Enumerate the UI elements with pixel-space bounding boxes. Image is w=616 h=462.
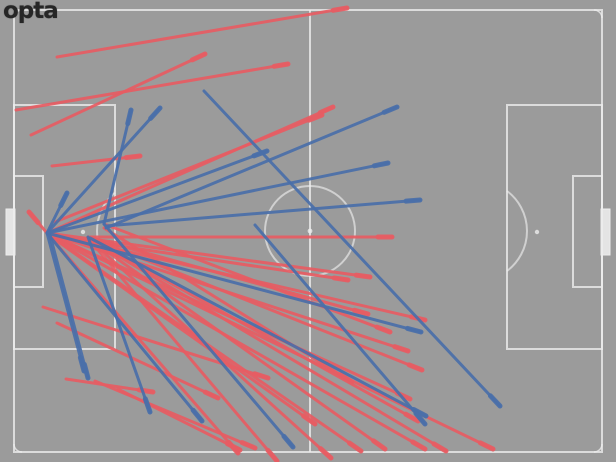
corner-arc-3 <box>593 443 603 453</box>
red-pass-line <box>102 222 393 335</box>
center-circle <box>264 185 356 277</box>
red-pass-line <box>45 231 428 452</box>
red-pass-line <box>45 104 336 235</box>
blue-pass-line <box>88 236 429 419</box>
corner-arc-0 <box>13 9 23 19</box>
blue-pass-line <box>45 231 205 424</box>
left-penalty-spot <box>80 229 86 235</box>
red-pass-line <box>55 5 350 59</box>
corner-arc-2 <box>13 443 23 453</box>
blue-pass-line <box>202 89 503 409</box>
blue-pass-line <box>45 190 70 235</box>
red-pass-line <box>14 61 291 112</box>
red-pass-line <box>29 51 208 137</box>
blue-pass-line <box>253 223 428 427</box>
opta-logo: opta <box>3 0 59 24</box>
right-penalty-spot <box>534 229 540 235</box>
blue-pass-line <box>86 235 153 415</box>
blue-pass-line <box>102 222 296 450</box>
blue-pass-line <box>104 197 423 228</box>
red-pass-line <box>53 112 325 224</box>
blue-pass-line <box>45 148 270 235</box>
corner-arc-1 <box>593 9 603 19</box>
red-pass-line <box>41 305 271 381</box>
center-spot <box>307 228 313 234</box>
blue-pass-line <box>104 104 400 230</box>
blue-pass-line <box>102 107 134 226</box>
right-penalty-arc <box>506 190 528 272</box>
red-pass-line <box>50 153 143 168</box>
red-pass-line <box>55 321 221 401</box>
left-goal <box>5 208 16 256</box>
blue-pass-line <box>48 233 91 381</box>
red-pass-line <box>86 236 388 452</box>
blue-pass-line <box>45 105 163 235</box>
right-goal <box>600 208 611 256</box>
red-pass-line <box>116 387 243 453</box>
red-pass-line <box>26 209 49 235</box>
